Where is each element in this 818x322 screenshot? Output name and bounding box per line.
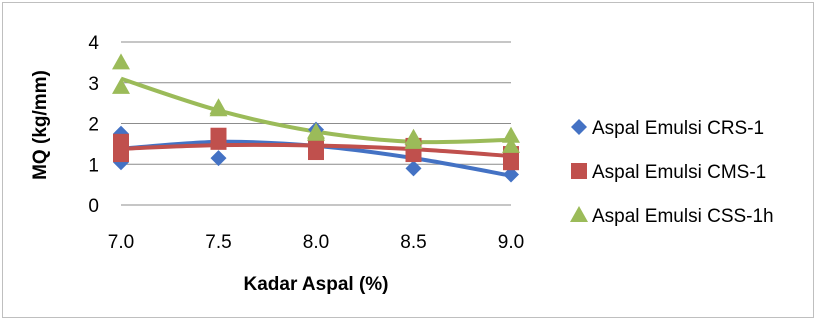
data-point-triangle bbox=[112, 77, 130, 94]
data-point-diamond bbox=[210, 150, 227, 167]
data-point-diamond bbox=[405, 160, 422, 177]
data-point-square bbox=[503, 154, 519, 171]
chart-frame: 0 1 2 3 4 7.0 7.5 8.0 8.5 9.0 Kadar Aspal (%) MQ … bbox=[2, 2, 814, 318]
data-point-triangle bbox=[502, 126, 520, 143]
x-tick-label: 8.0 bbox=[303, 232, 329, 253]
data-point-square bbox=[113, 146, 129, 163]
y-axis-title: MQ (kg/mm) bbox=[30, 70, 51, 180]
y-tick-label: 4 bbox=[88, 33, 99, 54]
y-tick-label: 0 bbox=[88, 196, 99, 217]
y-tick-label: 1 bbox=[88, 155, 99, 176]
legend-label: Aspal Emulsi CMS-1 bbox=[592, 162, 766, 183]
data-point-square bbox=[405, 146, 422, 163]
axis-layer: 0 1 2 3 4 7.0 7.5 8.0 8.5 9.0 bbox=[88, 33, 524, 253]
x-tick-label: 7.0 bbox=[108, 232, 134, 253]
data-point-triangle bbox=[112, 53, 130, 70]
marker-layer bbox=[112, 53, 520, 183]
data-point-square bbox=[113, 133, 129, 150]
legend-marker-square bbox=[571, 163, 587, 179]
legend-marker-diamond bbox=[571, 119, 587, 135]
legend-label: Aspal Emulsi CRS-1 bbox=[592, 118, 764, 139]
legend-label: Aspal Emulsi CSS-1h bbox=[592, 206, 774, 227]
x-axis-title: Kadar Aspal (%) bbox=[244, 274, 389, 295]
legend: Aspal Emulsi CRS-1 Aspal Emulsi CMS-1 Aspa… bbox=[570, 118, 774, 227]
chart-svg: 0 1 2 3 4 7.0 7.5 8.0 8.5 9.0 Kadar Aspal (%) MQ … bbox=[30, 33, 774, 295]
x-tick-label: 9.0 bbox=[498, 232, 524, 253]
y-tick-label: 3 bbox=[88, 74, 99, 95]
y-tick-label: 2 bbox=[88, 115, 99, 136]
data-point-triangle bbox=[502, 136, 520, 153]
x-tick-label: 8.5 bbox=[400, 232, 426, 253]
x-tick-label: 7.5 bbox=[205, 232, 231, 253]
data-point-square bbox=[210, 133, 227, 150]
data-point-triangle bbox=[209, 100, 228, 117]
data-point-square bbox=[308, 144, 324, 161]
legend-marker-triangle bbox=[570, 206, 588, 222]
data-point-triangle bbox=[404, 132, 423, 149]
data-point-diamond bbox=[503, 166, 519, 183]
data-point-triangle bbox=[307, 124, 325, 141]
